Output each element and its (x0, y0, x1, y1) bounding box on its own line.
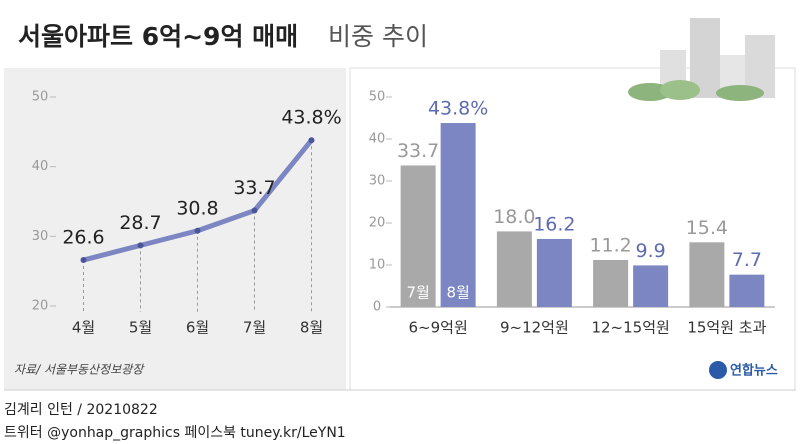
legend-label: 7월 (406, 284, 429, 302)
x-tick-label: 15억원 초과 (687, 319, 766, 337)
point (137, 242, 144, 249)
data-label: 26.6 (62, 227, 104, 249)
bar (593, 259, 629, 307)
y-tick-label: 0 (373, 300, 381, 315)
bar (400, 165, 436, 307)
point (80, 257, 87, 264)
point (194, 227, 201, 234)
data-label: 18.0 (493, 206, 535, 228)
y-tick-label: 40 (32, 159, 49, 174)
logo: 연합뉴스 (730, 363, 778, 379)
bar (633, 265, 669, 307)
data-label: 9.9 (636, 240, 666, 262)
x-tick-label: 5월 (129, 319, 152, 337)
bar (496, 231, 532, 307)
point (308, 137, 315, 144)
data-label: 15.4 (686, 217, 728, 239)
source: 자료/ 서울부동산정보광장 (14, 363, 145, 377)
data-label: 33.7 (233, 177, 275, 199)
data-label: 33.7 (397, 140, 439, 162)
buildings-illustration (628, 18, 775, 101)
bar (689, 242, 725, 307)
bar (440, 123, 476, 307)
data-label: 43.8% (281, 107, 341, 129)
data-label: 11.2 (589, 234, 631, 256)
y-tick-label: 30 (32, 229, 49, 244)
x-tick-label: 7월 (243, 319, 266, 337)
data-label: 43.8% (428, 98, 488, 120)
x-tick-label: 4월 (72, 319, 95, 337)
x-tick-label: 6월 (186, 319, 209, 337)
bar (729, 274, 765, 307)
data-label: 16.2 (533, 213, 575, 235)
x-tick-label: 9~12억원 (500, 319, 569, 337)
y-tick-label: 50 (369, 90, 386, 105)
x-tick-label: 8월 (300, 319, 323, 337)
y-tick-label: 30 (369, 174, 386, 189)
y-tick-label: 20 (32, 299, 49, 314)
bar (536, 238, 572, 307)
x-tick-label: 12~15억원 (591, 319, 669, 337)
legend-label: 8월 (446, 284, 469, 302)
y-tick-label: 40 (369, 132, 386, 147)
title-light: 비중 추이 (328, 22, 428, 51)
left-panel (4, 68, 346, 390)
title: 서울아파트 6억~9억 매매 (18, 22, 298, 51)
x-tick-label: 6~9억원 (408, 319, 467, 337)
logo-icon (709, 361, 727, 379)
byline: 김계리 인턴 / 20210822 (4, 402, 158, 418)
y-tick-label: 20 (369, 216, 386, 231)
data-label: 28.7 (119, 212, 161, 234)
y-tick-label: 50 (32, 90, 49, 105)
data-label: 30.8 (176, 197, 218, 219)
data-label: 7.7 (732, 249, 762, 271)
y-tick-label: 10 (369, 258, 386, 273)
point (251, 207, 258, 214)
social: 트위터 @yonhap_graphics 페이스북 tuney.kr/LeYN1 (4, 425, 346, 441)
